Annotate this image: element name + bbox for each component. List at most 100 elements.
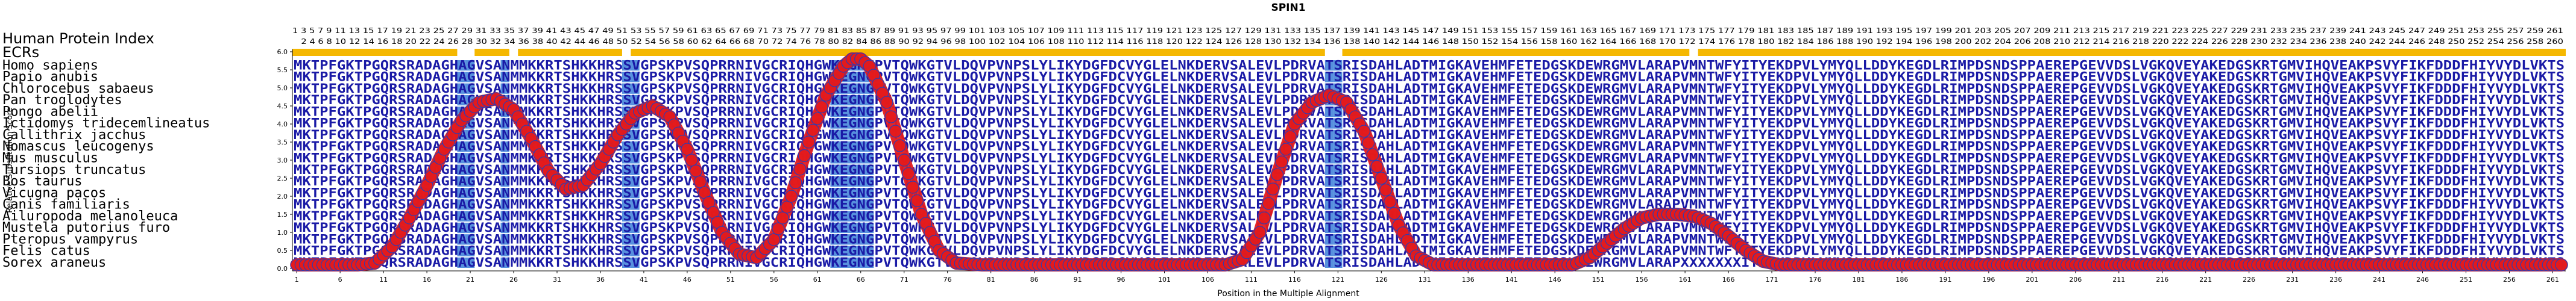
x-tick-label: 61 bbox=[813, 276, 822, 284]
x-tick-label: 6 bbox=[338, 276, 342, 284]
conserved-column-cell bbox=[457, 234, 466, 245]
conserved-column-cell bbox=[1334, 176, 1343, 187]
conserved-column-cell bbox=[1324, 246, 1334, 256]
conserved-column-cell bbox=[622, 199, 631, 210]
x-tick-label: 121 bbox=[1332, 276, 1344, 284]
alignment-row-sequence: MKTPFGKTPGQRSRADAGHAGVSANMMKKRTSHKKHRSSV… bbox=[294, 70, 2565, 84]
conserved-column-cell bbox=[864, 129, 874, 140]
conserved-column-cell bbox=[848, 257, 857, 268]
x-tick-label: 196 bbox=[1982, 276, 1995, 284]
conserved-column-cell bbox=[839, 211, 848, 222]
species-label: Ictidomys tridecemlineatus bbox=[2, 116, 210, 131]
x-axis-title: Position in the Multiple Alignment bbox=[1217, 289, 1359, 299]
x-tick-label: 96 bbox=[1117, 276, 1126, 284]
conserved-column-cell bbox=[839, 199, 848, 210]
conserved-column-cell bbox=[622, 222, 631, 234]
conserved-column-cell bbox=[856, 188, 865, 199]
conserved-column-cell bbox=[1324, 188, 1334, 199]
conserved-column-cell bbox=[631, 176, 640, 187]
conserved-column-cell bbox=[1324, 60, 1334, 71]
x-tick-label: 186 bbox=[1895, 276, 1908, 284]
species-label: Homo sapiens bbox=[2, 58, 98, 73]
conserved-column-cell bbox=[1324, 176, 1334, 187]
conserved-column-cell bbox=[465, 141, 475, 152]
conserved-column-cell bbox=[830, 188, 839, 199]
y-tick-label: 2.0 bbox=[277, 193, 288, 200]
conserved-column-cell bbox=[1334, 141, 1343, 152]
conserved-column-cell bbox=[1324, 199, 1334, 210]
conserved-column-cell bbox=[500, 199, 509, 210]
conserved-column-cell bbox=[631, 164, 640, 175]
conserved-column-cell bbox=[631, 199, 640, 210]
alignment-row-sequence: MKTPFGKTPGQRSRADAGHAGVSANMMKKRTSHKKHRSSV… bbox=[294, 151, 2565, 166]
conserved-column-cell bbox=[631, 60, 640, 71]
conserved-column-cell bbox=[457, 153, 466, 164]
alignment-row-sequence: MKTPFGKTPGQRSRADAGHAGVSANMMKKRTSHKKHRSSV… bbox=[294, 174, 2565, 188]
score-point bbox=[1357, 125, 1371, 138]
species-label: Tursiops truncatus bbox=[2, 163, 146, 178]
conserved-column-cell bbox=[465, 211, 475, 222]
conserved-column-cell bbox=[1334, 72, 1343, 82]
score-point bbox=[693, 175, 707, 188]
species-label: Chlorocebus sabaeus bbox=[2, 81, 154, 96]
score-point bbox=[772, 222, 785, 235]
species-label: Callithrix jacchus bbox=[2, 128, 146, 143]
score-point bbox=[906, 181, 919, 194]
conserved-column-cell bbox=[830, 234, 839, 245]
conserved-column-cell bbox=[830, 222, 839, 234]
conserved-column-cell bbox=[500, 188, 509, 199]
ecr-bar-2 bbox=[474, 49, 509, 56]
score-point bbox=[1379, 183, 1393, 197]
species-label: Sorex araneus bbox=[2, 255, 106, 270]
score-point bbox=[802, 135, 816, 149]
conserved-column-cell bbox=[856, 153, 865, 164]
conserved-column-cell bbox=[848, 118, 857, 129]
conserved-column-cell bbox=[856, 83, 865, 94]
conserved-column-cell bbox=[465, 176, 475, 187]
conserved-column-cell bbox=[622, 95, 631, 106]
score-point bbox=[1279, 143, 1293, 156]
conserved-column-cell bbox=[1324, 211, 1334, 222]
conserved-column-cell bbox=[864, 199, 874, 210]
x-tick-label: 76 bbox=[943, 276, 952, 284]
conserved-column-cell bbox=[839, 164, 848, 175]
conserved-column-cell bbox=[830, 164, 839, 175]
conserved-column-cell bbox=[465, 60, 475, 71]
x-tick-label: 81 bbox=[987, 276, 995, 284]
conserved-column-cell bbox=[856, 211, 865, 222]
conserved-column-cell bbox=[864, 153, 874, 164]
ecr-bar-3 bbox=[518, 49, 622, 56]
conserved-column-cell bbox=[1334, 246, 1343, 256]
conserved-column-cell bbox=[622, 234, 631, 245]
conserved-column-cell bbox=[864, 257, 874, 268]
conserved-column-cell bbox=[457, 164, 466, 175]
conserved-column-cell bbox=[631, 234, 640, 245]
species-label: Vicugna pacos bbox=[2, 185, 106, 200]
x-tick-label: 101 bbox=[1158, 276, 1171, 284]
conserved-column-cell bbox=[864, 107, 874, 117]
x-tick-label: 161 bbox=[1679, 276, 1692, 284]
conserved-column-cell bbox=[830, 153, 839, 164]
conserved-column-cell bbox=[856, 95, 865, 106]
conserved-column-cell bbox=[631, 246, 640, 256]
score-point bbox=[689, 164, 702, 178]
x-tick-label: 246 bbox=[2416, 276, 2429, 284]
conserved-column-cell bbox=[864, 234, 874, 245]
conserved-column-cell bbox=[839, 246, 848, 256]
conserved-column-cell bbox=[622, 60, 631, 71]
conserved-column-cell bbox=[1324, 72, 1334, 82]
conserved-column-cell bbox=[1324, 129, 1334, 140]
chart-title: SPIN1 bbox=[1271, 2, 1305, 14]
conserved-column-cell bbox=[1324, 141, 1334, 152]
conserved-column-cell bbox=[622, 176, 631, 187]
x-tick-label: 191 bbox=[1939, 276, 1951, 284]
score-point bbox=[1253, 226, 1267, 239]
conserved-column-cell bbox=[465, 188, 475, 199]
conserved-column-cell bbox=[500, 222, 509, 234]
conserved-column-cell bbox=[839, 107, 848, 117]
x-tick-label: 126 bbox=[1375, 276, 1388, 284]
conserved-column-cell bbox=[500, 164, 509, 175]
conserved-column-cell bbox=[631, 222, 640, 234]
ecr-bar-4 bbox=[631, 49, 1325, 56]
